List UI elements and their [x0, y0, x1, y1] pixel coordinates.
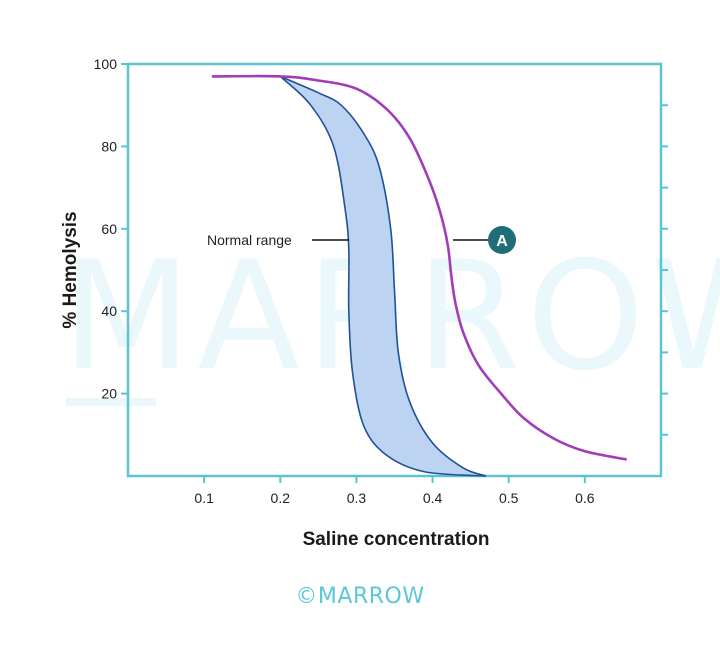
x-tick-label: 0.5	[499, 490, 519, 506]
y-axis-ticks: 20 40 60 80 100	[94, 56, 128, 402]
right-axis-ticks	[661, 104, 668, 436]
x-tick-label: 0.3	[347, 490, 367, 506]
y-axis-title: % Hemolysis	[60, 211, 81, 328]
x-axis-title: Saline concentration	[303, 529, 490, 550]
watermark-underline	[66, 398, 156, 406]
x-tick-label: 0.2	[271, 490, 291, 506]
y-tick-label: 80	[101, 138, 117, 154]
x-tick-label: 0.6	[575, 490, 595, 506]
normal-range-band	[279, 75, 487, 477]
series-a-curve	[211, 74, 627, 461]
series-a-badge	[488, 226, 516, 254]
copyright-watermark: ©MARROW	[295, 584, 425, 609]
x-tick-label: 0.1	[194, 490, 214, 506]
series-a-badge-label: A	[496, 233, 508, 250]
x-tick-label: 0.4	[423, 490, 443, 506]
x-axis-ticks: 0.1 0.2 0.3 0.4 0.5 0.6	[194, 476, 595, 506]
y-tick-label: 100	[94, 56, 118, 72]
y-tick-label: 60	[101, 221, 117, 237]
y-tick-label: 20	[101, 386, 117, 402]
normal-range-label: Normal range	[207, 232, 292, 248]
y-tick-label: 40	[101, 303, 117, 319]
